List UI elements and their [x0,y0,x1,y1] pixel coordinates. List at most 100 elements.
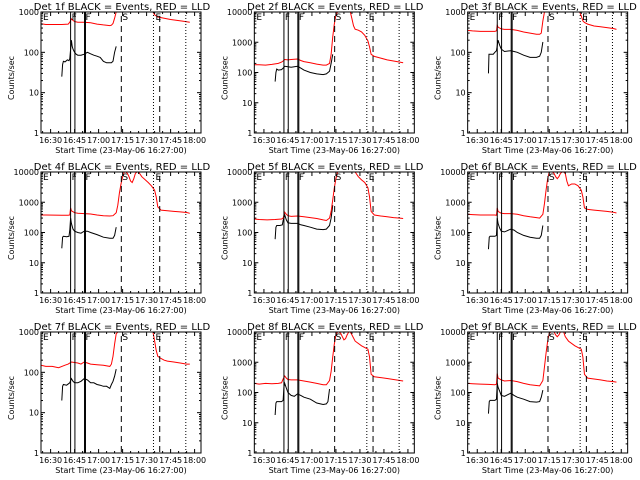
y-tick-label: 1000 [232,38,252,47]
x-tick-label: 18:00 [183,296,206,305]
y-tick-label: 10 [455,259,465,268]
y-tick-label: 10 [455,419,465,428]
marker-annotation: E [470,13,476,23]
y-axis-label: Counts/sec [220,376,229,420]
y-tick-label: 1 [461,449,466,458]
marker-annotation: F [512,333,517,343]
y-tick-label: 100 [450,229,465,238]
y-tick-label: 100 [24,48,39,57]
marker-annotation: E [155,333,161,343]
x-tick-label: 17:30 [348,296,371,305]
marker-annotation: E [256,13,262,23]
x-tick-label: 16:30 [252,296,275,305]
marker-annotation: F [72,333,77,343]
x-tick-label: 18:00 [610,296,633,305]
marker-annotation: S [549,13,555,23]
x-axis-label: Start Time (23-May-06 16:27:00) [482,306,613,315]
y-tick-label: 1000 [19,328,39,337]
y-tick-label: 10 [29,89,39,98]
x-tick-label: 17:15 [111,296,134,305]
x-tick-label: 16:45 [490,456,513,465]
y-axis-label: Counts/sec [220,56,229,100]
marker-annotation: F [72,13,77,23]
x-tick-label: 16:45 [276,296,299,305]
marker-annotation: S [336,13,342,23]
marker-annotation: E [369,13,375,23]
series-lld-line [254,12,340,66]
x-tick-label: 18:00 [183,456,206,465]
x-tick-label: 17:15 [324,456,347,465]
x-tick-label: 17:15 [111,136,134,145]
x-tick-label: 16:30 [466,296,489,305]
marker-annotation: E [369,173,375,183]
x-tick-label: 16:45 [63,296,86,305]
x-tick-label: 17:45 [372,136,395,145]
marker-annotation: E [155,173,161,183]
plot-frame [40,331,202,454]
y-tick-label: 1 [247,449,252,458]
series-lld-line [467,12,545,35]
marker-annotation: E [43,333,49,343]
x-tick-label: 17:00 [300,456,323,465]
x-tick-label: 17:30 [562,456,585,465]
y-tick-label: 10 [29,259,39,268]
marker-annotation: S [549,173,555,183]
x-tick-label: 17:15 [324,136,347,145]
marker-annotation: S [122,333,128,343]
series-lld-line [254,332,404,386]
y-tick-label: 1 [34,449,39,458]
marker-annotation: S [549,333,555,343]
marker-annotation: E [43,13,49,23]
y-axis-label: Counts/sec [7,56,16,100]
x-tick-label: 16:30 [466,136,489,145]
y-axis-label: Counts/sec [434,56,443,100]
y-tick-label: 10000 [440,328,465,337]
series-lld-tail-line [152,332,190,365]
x-tick-label: 17:30 [135,456,158,465]
y-tick-label: 10000 [227,8,252,17]
x-axis-label: Start Time (23-May-06 16:27:00) [55,306,186,315]
y-axis-label: Counts/sec [434,216,443,260]
marker-annotation: E [256,173,262,183]
x-tick-label: 16:30 [39,456,62,465]
y-tick-label: 1 [461,129,466,138]
series-events-line [487,40,544,74]
x-tick-label: 17:00 [514,136,537,145]
x-axis-label: Start Time (23-May-06 16:27:00) [55,146,186,155]
x-tick-label: 17:30 [135,136,158,145]
y-tick-label: 100 [237,69,252,78]
x-tick-label: 18:00 [396,296,419,305]
x-tick-label: 17:30 [348,136,371,145]
x-tick-label: 17:00 [87,456,110,465]
x-tick-label: 17:45 [159,296,182,305]
chart-title: Det 7f BLACK = Events, RED = LLD [34,322,211,333]
plot-frame [40,11,202,134]
x-tick-label: 17:30 [348,456,371,465]
series-events-line [61,218,117,249]
series-events-line [487,218,544,250]
y-tick-label: 1000 [232,358,252,367]
y-tick-label: 10000 [440,168,465,177]
marker-annotation: F [285,173,290,183]
series-events-line [487,383,544,414]
marker-annotation: S [336,333,342,343]
y-tick-label: 100 [237,229,252,238]
y-tick-label: 1 [34,129,39,138]
x-tick-label: 17:30 [562,296,585,305]
y-tick-label: 1000 [19,198,39,207]
x-tick-label: 16:45 [276,456,299,465]
marker-annotation: S [122,173,128,183]
y-tick-label: 10000 [227,328,252,337]
x-axis-label: Start Time (23-May-06 16:27:00) [269,306,400,315]
y-tick-label: 10 [242,419,252,428]
marker-annotation: F [285,333,290,343]
y-tick-label: 1000 [445,198,465,207]
series-events-line [274,205,334,240]
marker-annotation: F [86,333,91,343]
